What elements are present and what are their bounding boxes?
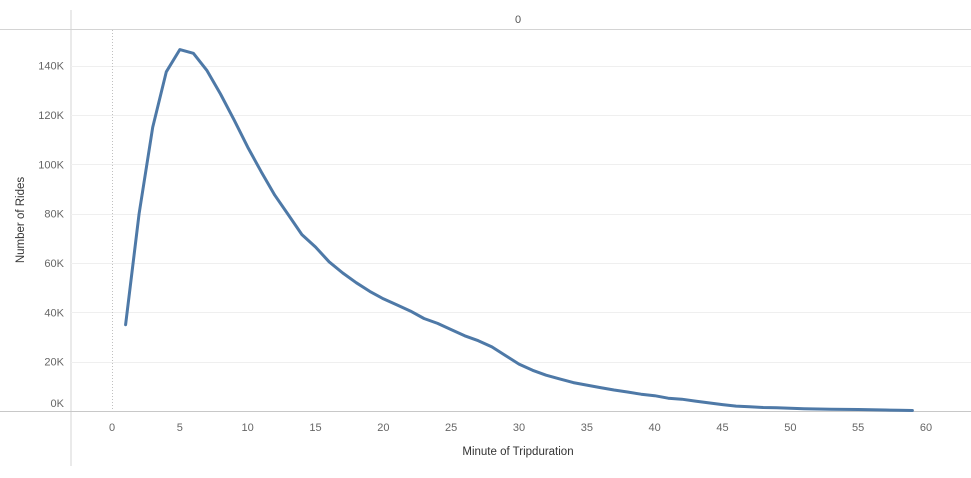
x-tick-label-6: 30 — [513, 422, 525, 434]
y-tick-label-0: 0K — [51, 398, 65, 410]
y-axis-ticks: 0K 20K 40K 60K 80K 100K 120K 140K — [38, 61, 64, 410]
y-tick-label-1: 20K — [44, 357, 64, 369]
x-tick-label-4: 20 — [377, 422, 389, 434]
x-tick-label-3: 15 — [309, 422, 321, 434]
y-tick-label-3: 60K — [44, 258, 64, 270]
x-tick-label-0: 0 — [109, 422, 115, 434]
x-axis-ticks: 0 5 10 15 20 25 30 35 40 45 50 55 60 — [109, 422, 932, 434]
y-axis-title: Number of Rides — [15, 177, 27, 264]
gridlines — [71, 66, 971, 363]
x-tick-label-8: 40 — [649, 422, 661, 434]
y-tick-label-5: 100K — [38, 159, 64, 171]
x-tick-label-2: 10 — [242, 422, 254, 434]
x-tick-label-12: 60 — [920, 422, 932, 434]
x-tick-label-11: 55 — [852, 422, 864, 434]
pane-header-label: 0 — [515, 14, 521, 26]
x-tick-label-5: 25 — [445, 422, 457, 434]
x-tick-label-1: 5 — [177, 422, 183, 434]
y-tick-label-6: 120K — [38, 110, 64, 122]
y-tick-label-4: 80K — [44, 209, 64, 221]
y-tick-label-7: 140K — [38, 61, 64, 73]
y-tick-label-2: 40K — [44, 307, 64, 319]
x-tick-label-10: 50 — [784, 422, 796, 434]
x-tick-label-9: 45 — [716, 422, 728, 434]
x-axis-title: Minute of Tripduration — [462, 446, 573, 458]
x-tick-label-7: 35 — [581, 422, 593, 434]
series-line-number-of-rides — [124, 48, 914, 412]
